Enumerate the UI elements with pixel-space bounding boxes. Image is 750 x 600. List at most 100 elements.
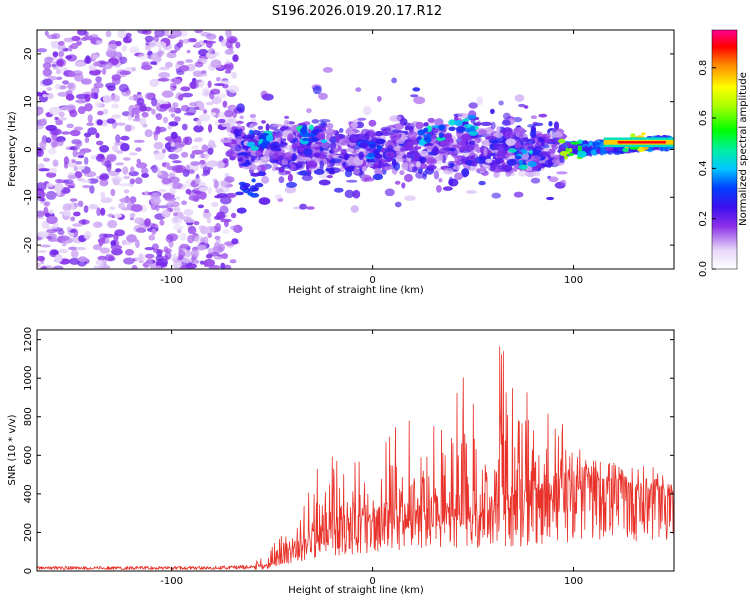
noise-blob [152, 249, 164, 254]
wake-blob [306, 108, 312, 114]
wake-blob [524, 169, 537, 178]
noise-blob [215, 188, 224, 193]
noise-blob [211, 144, 217, 148]
noise-blob [153, 132, 159, 141]
noise-blob [148, 234, 156, 241]
noise-blob [73, 165, 79, 172]
noise-blob [89, 185, 95, 194]
wake-blob [368, 162, 374, 168]
noise-blob [224, 49, 234, 55]
noise-blob [46, 87, 53, 91]
noise-blob [113, 51, 122, 58]
noise-blob [169, 50, 178, 54]
noise-blob [76, 93, 88, 100]
wake-blob [533, 122, 544, 127]
wake-blob [478, 180, 486, 186]
noise-blob [58, 117, 67, 121]
noise-blob [81, 219, 87, 225]
feature-blob [518, 159, 524, 165]
noise-blob [81, 78, 92, 85]
noise-blob [37, 182, 47, 191]
wake-blob [463, 145, 474, 152]
tail-blob [596, 148, 601, 155]
wake-blob [326, 175, 333, 179]
feature-blob [564, 155, 568, 160]
wake-blob [281, 164, 292, 169]
noise-blob [151, 97, 158, 107]
wake-blob [339, 166, 345, 173]
wake-blob [415, 121, 424, 130]
noise-blob [121, 242, 132, 246]
noise-blob [220, 218, 232, 223]
noise-blob [174, 78, 181, 85]
noise-blob [129, 46, 140, 54]
noise-blob [183, 208, 194, 216]
wake-blob [456, 141, 464, 150]
wake-blob [261, 176, 270, 184]
y-tick-label: 1200 [23, 327, 34, 352]
noise-blob [187, 235, 195, 244]
noise-blob [127, 112, 133, 121]
noise-blob [44, 56, 54, 64]
noise-blob [144, 247, 155, 251]
wake-blob [401, 182, 406, 189]
noise-blob [87, 127, 98, 135]
wake-blob [492, 143, 504, 151]
noise-blob [222, 100, 228, 108]
noise-blob [194, 235, 205, 244]
noise-blob [178, 65, 190, 72]
noise-blob [122, 166, 129, 175]
noise-blob [74, 61, 86, 67]
noise-blob [119, 56, 128, 64]
noise-blob [66, 123, 74, 129]
noise-blob [188, 81, 199, 89]
feature-blob [247, 192, 254, 196]
noise-blob [48, 209, 54, 215]
noise-blob [42, 78, 53, 86]
noise-blob [118, 83, 129, 93]
noise-blob [93, 62, 101, 67]
wake-blob [498, 164, 505, 170]
noise-blob [115, 134, 121, 143]
noise-blob [52, 141, 59, 148]
noise-blob [199, 191, 207, 200]
wake-blob [419, 150, 429, 156]
noise-blob [224, 176, 235, 183]
noise-blob [199, 159, 206, 165]
wake-blob [509, 158, 519, 162]
noise-blob [158, 72, 171, 79]
noise-blob [107, 213, 114, 218]
wake-blob [399, 170, 405, 176]
noise-blob [94, 101, 103, 108]
wake-blob [468, 140, 476, 145]
wake-blob [392, 129, 404, 133]
noise-blob [119, 70, 131, 76]
wake-blob [503, 112, 511, 120]
noise-blob [207, 147, 214, 155]
feature-blob [454, 120, 463, 126]
feature-blob [251, 186, 260, 191]
noise-blob [172, 102, 179, 108]
y-tick-label: -20 [23, 237, 34, 253]
feature-blob [568, 147, 573, 153]
noise-blob [114, 229, 125, 237]
wake-blob [235, 120, 244, 124]
noise-blob [45, 190, 57, 200]
noise-blob [98, 241, 103, 247]
wake-blob [291, 153, 298, 162]
noise-blob [169, 30, 182, 38]
noise-blob [47, 148, 57, 155]
noise-blob [92, 221, 103, 229]
noise-blob [69, 257, 80, 265]
noise-blob [172, 160, 182, 164]
noise-blob [227, 133, 236, 137]
colorbar: 0.0 0.2 0.4 0.6 0.8 Normalized spectral ampl… [698, 29, 749, 277]
noise-blob [182, 38, 191, 44]
noise-blob [151, 164, 158, 174]
wake-blob [541, 133, 552, 140]
noise-blob [179, 265, 190, 269]
wake-blob [346, 179, 358, 183]
noise-blob [225, 150, 233, 157]
